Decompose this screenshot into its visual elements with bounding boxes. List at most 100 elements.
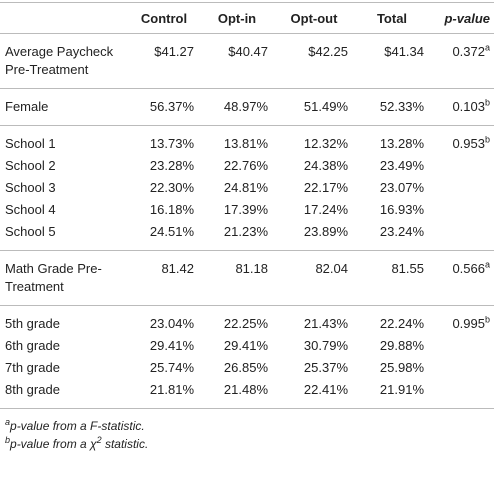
cell: 29.41% (149, 338, 194, 353)
cell: 30.79% (303, 338, 348, 353)
cell: 26.85% (223, 360, 268, 375)
table-row: 5th grade 23.04% 22.25% 21.43% 22.24% 0.995b (0, 306, 494, 336)
cell: 23.28% (149, 158, 194, 173)
cell: 22.24% (379, 316, 424, 331)
cell: 16.93% (379, 202, 424, 217)
cell: 25.37% (303, 360, 348, 375)
header-empty (0, 2, 128, 34)
row-label: School 2 (5, 158, 56, 173)
cell: 22.41% (274, 379, 354, 409)
row-label: Average Paycheck Pre-Treatment (0, 33, 128, 89)
table-row: School 5 24.51% 21.23% 23.89% 23.24% (0, 221, 494, 251)
p-value-cell (430, 177, 494, 199)
table-row: School 1 13.73% 13.81% 12.32% 13.28% 0.953b (0, 126, 494, 156)
p-value-cell (430, 335, 494, 357)
cell: 12.32% (303, 136, 348, 151)
cell: 22.30% (149, 180, 194, 195)
cell: $41.27 (128, 33, 200, 89)
cell: 81.42 (128, 250, 200, 306)
p-value-cell: 0.103b (430, 88, 494, 126)
cell: 23.49% (379, 158, 424, 173)
footnote-text: statistic. (101, 437, 149, 451)
footnote-text: p-value from a F-statistic. (10, 419, 145, 433)
cell: 23.07% (379, 180, 424, 195)
column-header: Control (128, 2, 200, 34)
cell: 51.49% (274, 88, 354, 126)
cell: 56.37% (128, 88, 200, 126)
table-row: Math Grade Pre-Treatment 81.42 81.18 82.04 8… (0, 250, 494, 306)
row-label: 5th grade (5, 316, 60, 331)
column-header: Opt-in (200, 2, 274, 34)
table-row: School 2 23.28% 22.76% 24.38% 23.49% (0, 155, 494, 177)
p-note: a (484, 42, 490, 53)
cell: 81.55 (354, 250, 430, 306)
table-row: Female 56.37% 48.97% 51.49% 52.33% 0.103b (0, 88, 494, 126)
p-note: b (484, 97, 490, 108)
p-value-cell: 0.953b (430, 126, 494, 156)
cell: 23.89% (274, 221, 354, 251)
cell: 21.81% (128, 379, 200, 409)
row-label: 8th grade (0, 379, 128, 409)
cell: 81.18 (200, 250, 274, 306)
cell: 16.18% (149, 202, 194, 217)
row-label: School 4 (5, 202, 56, 217)
footnote-mark: b (5, 435, 11, 445)
p-value: 0.566 (452, 261, 485, 276)
p-value-cell (430, 199, 494, 221)
p-value: 0.995 (452, 316, 485, 331)
cell: 23.24% (354, 221, 430, 251)
cell: 13.73% (149, 136, 194, 151)
column-header: Opt-out (274, 2, 354, 34)
footnote-text: p-value from a χ (10, 437, 97, 451)
cell: 23.04% (149, 316, 194, 331)
p-value-cell: 0.995b (430, 306, 494, 336)
table-row: School 4 16.18% 17.39% 17.24% 16.93% (0, 199, 494, 221)
p-value-cell: 0.372a (430, 33, 494, 89)
p-note: a (484, 259, 490, 270)
column-header: p-value (430, 2, 494, 34)
cell: 17.39% (223, 202, 268, 217)
footnote: bp-value from a χ2 statistic. (0, 435, 494, 453)
cell: 13.28% (379, 136, 424, 151)
cell: 25.74% (149, 360, 194, 375)
cell: 24.38% (303, 158, 348, 173)
p-value-cell (430, 155, 494, 177)
row-label: 7th grade (5, 360, 60, 375)
table-row: Average Paycheck Pre-Treatment $41.27 $40.… (0, 33, 494, 89)
row-label: School 1 (5, 136, 56, 151)
p-value-cell (430, 221, 494, 251)
p-value: 0.103 (452, 99, 485, 114)
data-table: Control Opt-in Opt-out Total p-value Average… (0, 2, 494, 409)
row-label: 6th grade (5, 338, 60, 353)
cell: 29.41% (223, 338, 268, 353)
table-row: School 3 22.30% 24.81% 22.17% 23.07% (0, 177, 494, 199)
row-label: Female (0, 88, 128, 126)
cell: $42.25 (274, 33, 354, 89)
footnote: ap-value from a F-statistic. (0, 417, 494, 435)
footnotes: ap-value from a F-statistic. bp-value fro… (0, 417, 494, 453)
cell: 22.76% (223, 158, 268, 173)
cell: 25.98% (379, 360, 424, 375)
row-label: Math Grade Pre-Treatment (0, 250, 128, 306)
table-row: 8th grade 21.81% 21.48% 22.41% 21.91% (0, 379, 494, 409)
cell: 52.33% (354, 88, 430, 126)
p-value: 0.372 (452, 44, 485, 59)
p-note: b (484, 314, 490, 325)
column-header: Total (354, 2, 430, 34)
cell: 17.24% (303, 202, 348, 217)
cell: 29.88% (379, 338, 424, 353)
cell: 24.81% (223, 180, 268, 195)
row-label: School 3 (5, 180, 56, 195)
cell: $40.47 (200, 33, 274, 89)
footnote-sup: 2 (96, 435, 102, 445)
p-value-cell (430, 357, 494, 379)
cell: 21.91% (354, 379, 430, 409)
p-value: 0.953 (452, 136, 485, 151)
cell: 21.23% (200, 221, 274, 251)
cell: 82.04 (274, 250, 354, 306)
row-label: School 5 (0, 221, 128, 251)
table-row: 7th grade 25.74% 26.85% 25.37% 25.98% (0, 357, 494, 379)
cell: 24.51% (128, 221, 200, 251)
table-row: 6th grade 29.41% 29.41% 30.79% 29.88% (0, 335, 494, 357)
